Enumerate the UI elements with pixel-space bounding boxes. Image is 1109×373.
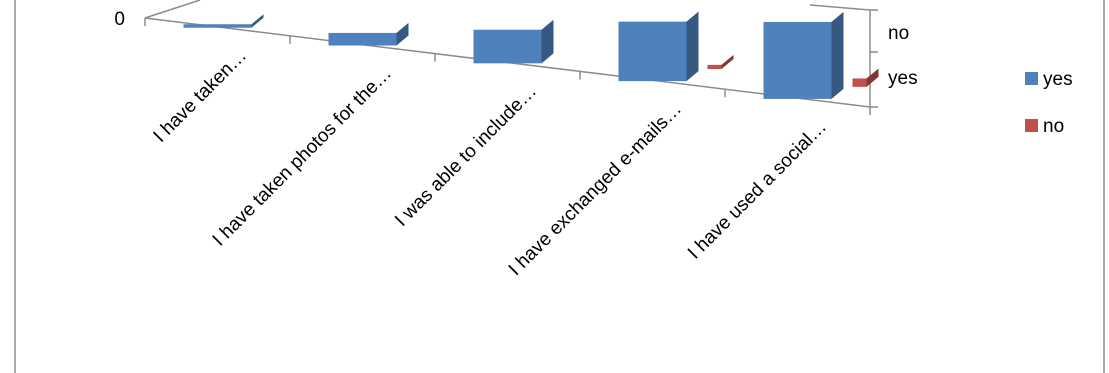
legend-swatch-yes — [1025, 72, 1038, 85]
legend-label-no: no — [1043, 116, 1064, 137]
bar-yes-4 — [763, 11, 844, 99]
depth-label-yes: yes — [888, 68, 918, 89]
bar-yes-0 — [183, 14, 264, 28]
y-tick-label-0: 0 — [114, 9, 125, 30]
x-category-label-2: I was able to include… — [391, 81, 541, 231]
bar-yes-1 — [328, 22, 409, 46]
bar-no-3 — [707, 54, 734, 70]
legend: yes no — [1025, 69, 1073, 137]
x-category-label-0: I have taken… — [150, 45, 251, 146]
bar-no-4 — [852, 68, 879, 87]
x-category-label-4: I have used a social… — [684, 116, 831, 263]
x-category-label-3: I have exchanged e-mails… — [505, 99, 686, 280]
depth-label-no: no — [888, 23, 909, 44]
depth-top-edge — [809, 4, 871, 11]
floor-left-edge — [144, 0, 201, 19]
legend-label-yes: yes — [1043, 69, 1073, 90]
x-category-label-1: I have taken photos for the… — [209, 63, 396, 250]
bar-yes-2 — [473, 19, 554, 64]
legend-swatch-no — [1025, 119, 1038, 132]
bar-yes-3 — [618, 11, 699, 82]
